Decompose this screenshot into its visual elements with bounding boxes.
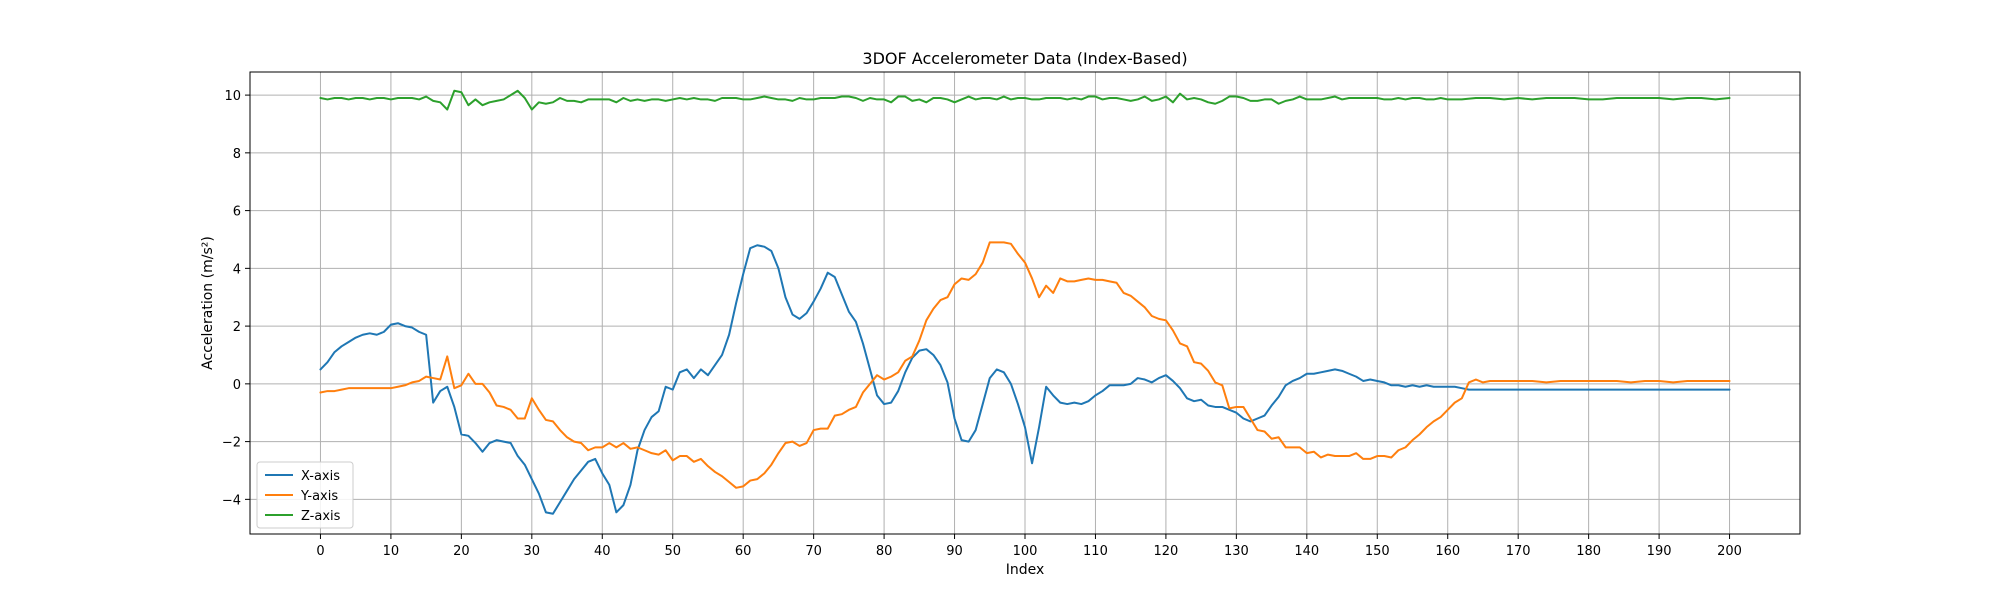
x-axis-label: Index: [1006, 562, 1045, 578]
legend-label: Z-axis: [301, 509, 341, 524]
legend-box: [256, 461, 354, 529]
x-tick-label: 120: [1153, 544, 1178, 559]
x-tick-label: 170: [1506, 544, 1531, 559]
x-tick-label: 180: [1576, 544, 1601, 559]
x-tick-label: 150: [1365, 544, 1390, 559]
x-tick-label: 100: [1013, 544, 1038, 559]
y-tick-label: 2: [233, 320, 241, 335]
x-tick-label: 10: [383, 544, 400, 559]
x-axis-ticks: 0 10 20 30 40 50 60 70 80 90 100 110 120 130 140 150 160…: [316, 534, 1742, 559]
series-line-x-axis: [319, 244, 1731, 515]
x-tick-label: 30: [524, 544, 541, 559]
x-tick-label: 200: [1717, 544, 1742, 559]
series-line-y-axis: [319, 241, 1731, 489]
x-tick-label: 40: [594, 544, 611, 559]
x-tick-label: 50: [664, 544, 681, 559]
chart-title: 3DOF Accelerometer Data (Index-Based): [862, 49, 1187, 68]
x-tick-label: 140: [1294, 544, 1319, 559]
grid: [250, 72, 1800, 534]
x-tick-label: 60: [735, 544, 752, 559]
y-axis-ticks: −4 −2 0 2 4 6 8 10: [222, 89, 250, 508]
y-axis-label: Acceleration (m/s²): [200, 236, 216, 370]
x-tick-label: 70: [805, 544, 822, 559]
x-tick-label: 80: [876, 544, 893, 559]
legend-label: Y-axis: [300, 489, 338, 504]
x-tick-label: 190: [1647, 544, 1672, 559]
x-tick-label: 160: [1435, 544, 1460, 559]
x-tick-label: 130: [1224, 544, 1249, 559]
series-lines: [319, 89, 1731, 515]
legend: X-axis Y-axis Z-axis: [256, 461, 354, 529]
series-line-z-axis: [319, 89, 1731, 111]
y-tick-label: −2: [222, 436, 241, 451]
x-tick-label: 110: [1083, 544, 1108, 559]
y-tick-label: 8: [233, 147, 241, 162]
legend-label: X-axis: [301, 469, 340, 484]
x-tick-label: 90: [946, 544, 963, 559]
y-tick-label: 0: [233, 378, 241, 393]
y-tick-label: −4: [222, 493, 241, 508]
y-tick-label: 4: [233, 262, 241, 277]
y-tick-label: 6: [233, 205, 241, 220]
x-tick-label: 0: [316, 544, 324, 559]
x-tick-label: 20: [453, 544, 470, 559]
y-tick-label: 10: [224, 89, 241, 104]
